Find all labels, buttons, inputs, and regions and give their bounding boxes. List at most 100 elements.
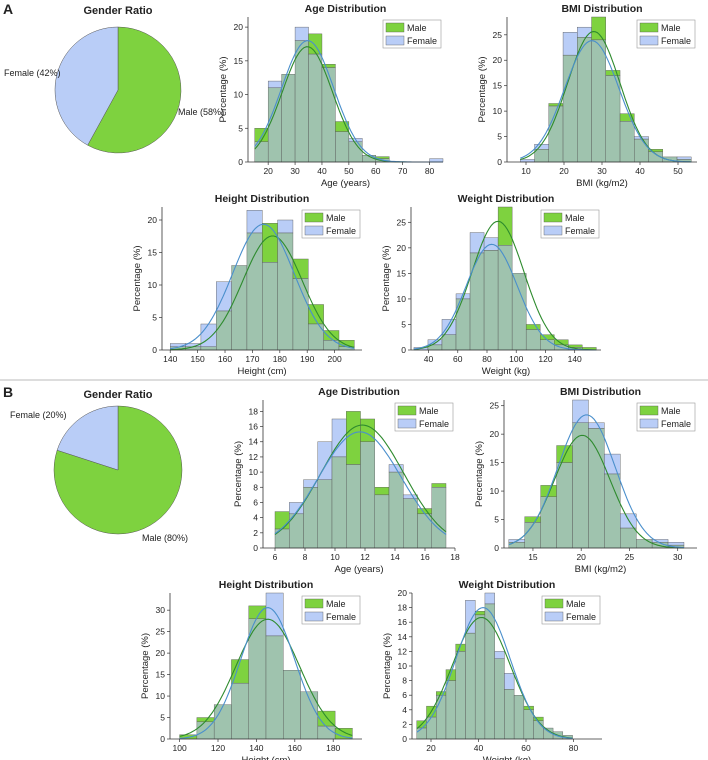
bar-overlap (534, 149, 549, 163)
bar-overlap (416, 727, 427, 740)
legend-swatch-male (639, 405, 659, 416)
curve-female (179, 607, 353, 739)
y-tick-label: 20 (490, 429, 500, 439)
legend-label-male: Male (407, 23, 427, 33)
legend-swatch-male (304, 598, 324, 609)
chart-1-0: 6 8 10 12 14 16 18 0 2 4 6 8 10 12 14 16 18 Age Distribut… (233, 386, 460, 575)
chart-title: Age Distribution (305, 3, 387, 15)
bar-overlap (294, 40, 309, 163)
x-tick-label: 100 (173, 743, 187, 753)
x-tick-label: 150 (191, 354, 205, 364)
x-tick-label: 180 (326, 743, 340, 753)
curve-male (416, 616, 573, 739)
legend-label-male: Male (661, 23, 681, 33)
x-tick-label: 60 (453, 354, 463, 364)
legend-label-female: Female (661, 36, 691, 46)
y-tick-label: 16 (398, 617, 408, 627)
bar-overlap (513, 695, 525, 740)
bar-overlap (483, 250, 499, 351)
bar-overlap (511, 273, 527, 351)
y-tick-label: 16 (249, 422, 259, 432)
panel-b-label: B (3, 384, 13, 400)
bar-female-top (494, 651, 505, 659)
y-tick-label: 5 (401, 319, 406, 329)
y-tick-label: 15 (156, 670, 166, 680)
bar-overlap (360, 441, 375, 549)
y-tick-label: 4 (253, 513, 258, 523)
bar-overlap (605, 75, 621, 163)
panel-a-pie: Gender Ratio Male (58%) Female (42%) (4, 5, 224, 154)
bar-male-top (554, 339, 569, 346)
y-axis-label: Percentage (%) (140, 633, 151, 699)
x-tick-label: 40 (317, 166, 327, 176)
legend-label-female: Female (661, 419, 691, 429)
bar-male-top (374, 487, 390, 496)
y-tick-label: 14 (398, 632, 408, 642)
bar-overlap (577, 37, 592, 163)
x-tick-label: 140 (163, 354, 177, 364)
chart-title: Weight Distribution (459, 579, 556, 591)
legend-label-male: Male (566, 599, 586, 609)
y-tick-label: 10 (397, 294, 407, 304)
x-axis-label: Weight (kg) (482, 366, 530, 377)
bar-overlap (426, 716, 437, 740)
x-tick-label: 12 (360, 552, 370, 562)
bar-male-top (308, 33, 323, 55)
bar-overlap (331, 456, 347, 549)
panel-a-pie-title: Gender Ratio (83, 5, 152, 17)
x-tick-label: 80 (569, 743, 579, 753)
x-tick-label: 200 (328, 354, 342, 364)
y-tick-label: 20 (398, 588, 408, 598)
x-tick-label: 10 (521, 166, 531, 176)
bar-overlap (231, 682, 249, 740)
bar-overlap (317, 479, 333, 549)
curve-female (170, 223, 355, 350)
x-tick-label: 160 (288, 743, 302, 753)
chart-title: Age Distribution (318, 386, 400, 398)
bar-female-top (294, 26, 309, 41)
chart-title: Height Distribution (215, 193, 310, 205)
y-tick-label: 25 (397, 217, 407, 227)
x-tick-label: 6 (273, 552, 278, 562)
x-axis-label: Age (years) (334, 564, 383, 575)
y-tick-label: 15 (397, 268, 407, 278)
x-axis-label: Height (cm) (241, 755, 290, 760)
chart-title: Weight Distribution (458, 193, 555, 205)
panel-b-pie-label-male: Male (80%) (142, 533, 188, 543)
chart-1-1: 15 20 25 30 0 5 10 15 20 25 BMI Distribution BMI (k… (474, 386, 697, 575)
y-tick-label: 0 (253, 543, 258, 553)
bar-overlap (524, 522, 541, 549)
x-tick-label: 140 (249, 743, 263, 753)
curve-male (179, 618, 353, 737)
y-tick-label: 20 (148, 215, 158, 225)
y-tick-label: 12 (398, 646, 408, 656)
bar-overlap (317, 725, 336, 740)
y-tick-label: 0 (497, 157, 502, 167)
y-tick-label: 25 (156, 627, 166, 637)
bar-overlap (436, 695, 447, 740)
y-tick-label: 10 (156, 691, 166, 701)
legend-swatch-male (639, 22, 659, 33)
legend-swatch-male (543, 212, 563, 223)
y-tick-label: 15 (234, 56, 244, 66)
x-axis-label: Weight (kg) (483, 755, 531, 760)
y-tick-label: 5 (494, 515, 499, 525)
bar-overlap (636, 539, 653, 549)
x-axis-label: BMI (kg/m2) (576, 178, 628, 189)
bar-female-top (667, 542, 685, 546)
x-tick-label: 60 (371, 166, 381, 176)
legend-swatch-female (304, 611, 324, 622)
bar-male-top (346, 411, 361, 465)
bar-overlap (619, 121, 635, 163)
bar-male-top (262, 223, 278, 263)
chart-title: BMI Distribution (561, 3, 642, 15)
legend-swatch-male (544, 598, 564, 609)
curve-male (170, 235, 355, 351)
legend-swatch-female (544, 611, 564, 622)
bar-male-top (274, 511, 290, 530)
y-tick-label: 18 (249, 406, 259, 416)
x-tick-label: 20 (263, 166, 273, 176)
y-tick-label: 0 (401, 345, 406, 355)
x-tick-label: 20 (559, 166, 569, 176)
y-tick-label: 5 (160, 713, 165, 723)
